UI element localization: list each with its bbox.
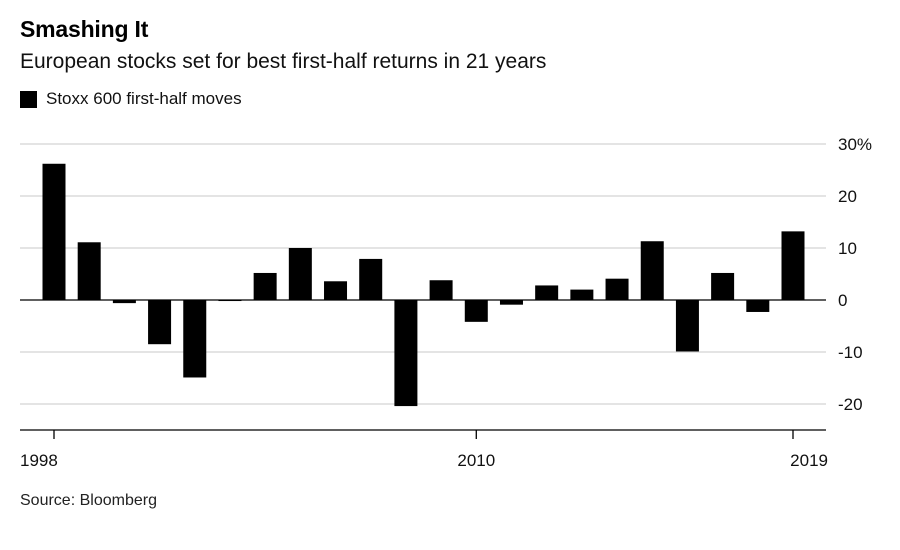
chart-title: Smashing It xyxy=(20,16,149,42)
bar-2016 xyxy=(675,300,699,352)
y-tick-label: -10 xyxy=(838,343,863,362)
bar-2017 xyxy=(711,272,735,300)
bar-2010 xyxy=(464,300,488,322)
source-note: Source: Bloomberg xyxy=(20,492,157,509)
bar-2018 xyxy=(746,300,770,312)
legend-label: Stoxx 600 first-half moves xyxy=(46,89,242,108)
bar-2006 xyxy=(324,281,348,300)
legend: Stoxx 600 first-half moves xyxy=(20,89,242,109)
y-tick-label: 30% xyxy=(838,135,872,154)
label-layer: -20 -10 0 10 20 30% 1998 2010 2019 xyxy=(20,135,872,470)
y-tick-label: 10 xyxy=(838,239,857,258)
bar-2002 xyxy=(183,300,207,378)
chart-subtitle: European stocks set for best first-half … xyxy=(20,50,547,73)
bar-2011 xyxy=(499,300,523,305)
bar-2000 xyxy=(112,300,136,304)
bar-2012 xyxy=(535,285,559,300)
bar-layer xyxy=(42,163,805,407)
legend-swatch xyxy=(20,90,37,108)
x-tick-label: 2019 xyxy=(790,451,828,470)
bar-2003 xyxy=(218,300,242,302)
y-tick-label: -20 xyxy=(838,395,863,414)
bar-2005 xyxy=(288,248,312,300)
bar-1998 xyxy=(42,163,66,300)
grid-layer xyxy=(20,143,826,405)
bar-1999 xyxy=(77,242,101,300)
x-tick-label: 1998 xyxy=(20,451,58,470)
bar-2009 xyxy=(429,280,453,300)
bar-2014 xyxy=(605,278,629,300)
axis-layer xyxy=(20,429,826,439)
bar-2008 xyxy=(394,300,418,407)
y-tick-label: 20 xyxy=(838,187,857,206)
x-tick-label: 2010 xyxy=(457,451,495,470)
bar-2015 xyxy=(640,241,664,300)
y-tick-label: 0 xyxy=(838,291,847,310)
bar-2007 xyxy=(359,258,383,300)
bar-2019 xyxy=(781,231,805,300)
bar-2001 xyxy=(148,300,172,345)
bar-2013 xyxy=(570,289,594,300)
bar-2004 xyxy=(253,272,277,300)
